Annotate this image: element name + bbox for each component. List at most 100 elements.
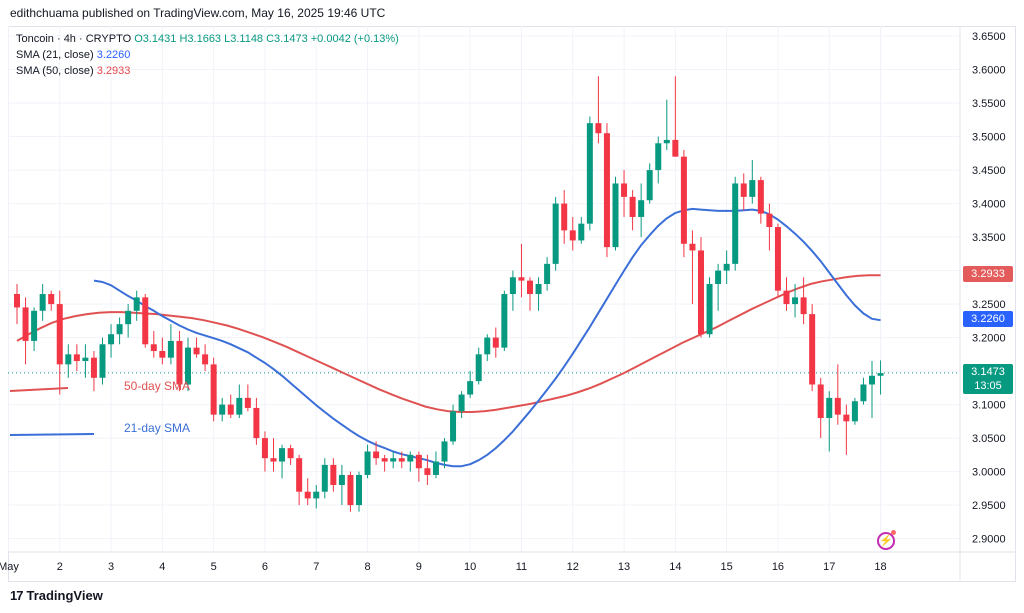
candle	[851, 397, 858, 425]
candle	[757, 176, 764, 224]
candle	[185, 337, 191, 392]
time-tick-label: 7	[313, 561, 319, 573]
flash-icon[interactable]: ⚡	[877, 532, 895, 550]
publisher-caption: edithchuama published on TradingView.com…	[10, 6, 386, 20]
price-tick-label: 3.4000	[972, 199, 1006, 211]
price-tick-label: 3.0000	[972, 467, 1006, 479]
candle-body	[90, 357, 97, 378]
candle	[672, 76, 679, 157]
time-tick-label: 12	[567, 561, 579, 573]
candle-body	[450, 411, 457, 442]
candle-body	[774, 227, 781, 291]
candle	[193, 337, 200, 358]
candle-body	[330, 464, 337, 485]
candle	[792, 283, 799, 318]
candle	[125, 304, 132, 338]
sma21-value: 3.2260	[96, 49, 131, 61]
bar-countdown: 13:05	[974, 380, 1002, 392]
candle-body	[219, 404, 226, 415]
candle	[321, 458, 328, 499]
candle	[90, 350, 97, 392]
candle	[287, 444, 294, 465]
candle-body	[655, 143, 662, 171]
candle-body	[48, 294, 55, 305]
candle-body	[535, 283, 542, 295]
candle	[877, 360, 884, 395]
candle-body	[236, 397, 243, 415]
grid-layer	[7, 26, 960, 552]
candle-body	[732, 183, 739, 264]
candle-body	[415, 454, 422, 469]
symbol-label: Toncoin · 4h · CRYPTO	[16, 33, 132, 45]
candle	[313, 484, 320, 509]
candle	[304, 478, 311, 506]
price-tick-label: 3.5500	[972, 98, 1006, 110]
candle	[749, 160, 756, 204]
candle-body	[441, 441, 448, 462]
candle	[475, 347, 482, 385]
candle	[834, 364, 841, 425]
candle	[210, 357, 217, 422]
tradingview-logo[interactable]: 17 TradingView	[10, 588, 103, 603]
candle	[99, 337, 106, 385]
time-tick-label: 2	[57, 561, 63, 573]
candle	[535, 277, 542, 311]
legend-symbol-row[interactable]: Toncoin · 4h · CRYPTO O3.1431 H3.1663 L3…	[16, 33, 399, 45]
candle	[48, 290, 55, 311]
candle	[347, 471, 354, 512]
candle	[629, 190, 636, 231]
candle	[561, 190, 568, 244]
price-tick-label: 3.5000	[972, 132, 1006, 144]
candle-body	[809, 314, 816, 385]
candle	[338, 464, 345, 506]
candle-body	[253, 407, 260, 439]
candle-body	[578, 223, 585, 241]
brand-name: TradingView	[26, 588, 103, 603]
time-tick-label: 16	[772, 561, 784, 573]
price-tick-label: 3.6500	[972, 31, 1006, 43]
candle	[509, 270, 516, 311]
candle	[552, 196, 559, 271]
candle-body	[851, 401, 858, 422]
candle-body	[125, 310, 132, 325]
candle-body	[321, 464, 328, 492]
candle-body	[193, 347, 200, 355]
candle-body	[381, 458, 388, 462]
annotation-sma50-swatch	[9, 387, 69, 392]
price-tick-label: 2.9000	[972, 534, 1006, 546]
candle-body	[82, 357, 89, 362]
sma50-label: SMA (50, close)	[16, 65, 94, 77]
annotation-sma21-label: 21-day SMA	[124, 421, 190, 435]
candle-body	[860, 384, 867, 402]
candle-body	[561, 203, 568, 231]
time-tick-label: 17	[823, 561, 835, 573]
candle-body	[586, 123, 593, 224]
time-tick-label: 3	[108, 561, 114, 573]
candle	[330, 458, 337, 492]
annotation-layer: 50-day SMA 21-day SMA	[9, 379, 190, 436]
candle-body	[270, 458, 277, 462]
candle	[39, 283, 46, 321]
candle	[458, 391, 465, 418]
candle	[424, 454, 431, 485]
candle	[73, 344, 80, 372]
candle	[578, 216, 585, 244]
price-tick-label: 3.6000	[972, 65, 1006, 77]
candle-body	[347, 474, 354, 506]
candle	[544, 257, 551, 291]
candle-body	[338, 474, 345, 485]
legend-sma50-row[interactable]: SMA (50, close) 3.2933	[16, 65, 130, 77]
candle-body	[869, 375, 875, 385]
candle-body	[826, 397, 833, 418]
candle	[766, 203, 773, 251]
candle	[56, 290, 63, 395]
candle	[236, 384, 243, 418]
legend-sma21-row[interactable]: SMA (21, close) 3.2260	[16, 49, 130, 61]
candle	[689, 230, 696, 305]
candle-body	[31, 310, 38, 341]
candle-body	[364, 451, 371, 475]
candle-body	[390, 458, 397, 462]
candle-body	[142, 297, 149, 345]
candle-body	[612, 183, 619, 248]
